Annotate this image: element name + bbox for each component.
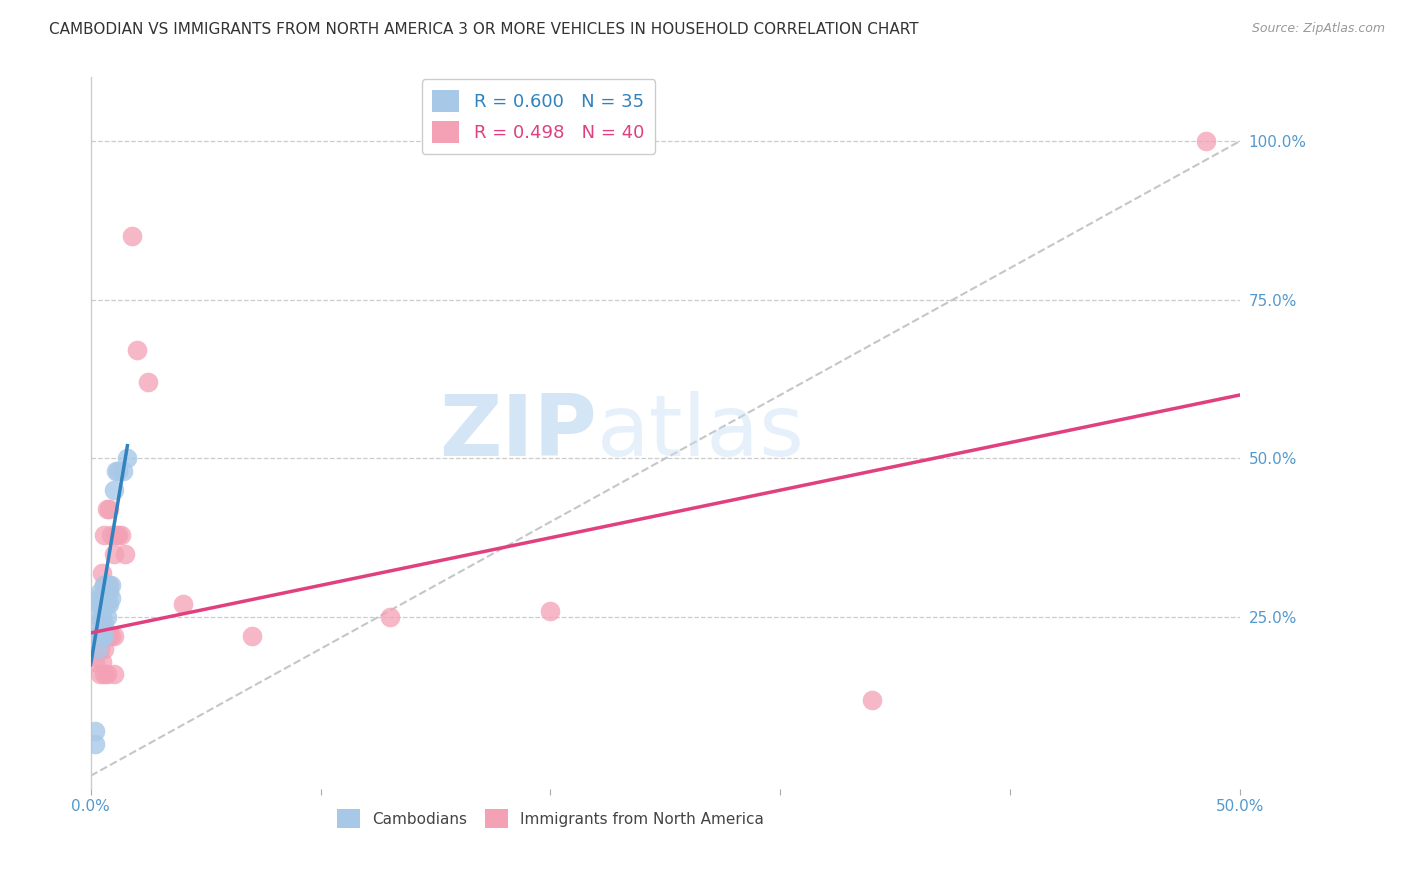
Point	[540, 604, 562, 618]
Point	[96, 667, 118, 681]
Point	[107, 464, 129, 478]
Point	[86, 616, 108, 631]
Point	[91, 629, 114, 643]
Point	[86, 641, 108, 656]
Point	[89, 667, 111, 681]
Point	[86, 598, 108, 612]
Point	[89, 629, 111, 643]
Point	[860, 692, 883, 706]
Point	[86, 591, 108, 605]
Point	[96, 629, 118, 643]
Point	[172, 598, 194, 612]
Point	[96, 591, 118, 605]
Point	[104, 527, 127, 541]
Point	[93, 629, 115, 643]
Point	[103, 629, 125, 643]
Point	[91, 598, 114, 612]
Point	[89, 641, 111, 656]
Point	[240, 629, 263, 643]
Point	[114, 547, 136, 561]
Point	[86, 629, 108, 643]
Text: ZIP: ZIP	[439, 392, 596, 475]
Text: CAMBODIAN VS IMMIGRANTS FROM NORTH AMERICA 3 OR MORE VEHICLES IN HOUSEHOLD CORRE: CAMBODIAN VS IMMIGRANTS FROM NORTH AMERI…	[49, 22, 920, 37]
Point	[98, 629, 121, 643]
Point	[100, 591, 122, 605]
Point	[96, 578, 118, 592]
Point	[91, 591, 114, 605]
Point	[100, 629, 122, 643]
Point	[96, 578, 118, 592]
Point	[84, 724, 107, 739]
Point	[98, 502, 121, 516]
Point	[103, 667, 125, 681]
Point	[91, 616, 114, 631]
Point	[378, 610, 401, 624]
Point	[96, 502, 118, 516]
Point	[100, 578, 122, 592]
Point	[98, 598, 121, 612]
Point	[89, 598, 111, 612]
Point	[110, 527, 132, 541]
Point	[91, 610, 114, 624]
Point	[86, 629, 108, 643]
Point	[93, 578, 115, 592]
Point	[93, 578, 115, 592]
Point	[89, 629, 111, 643]
Point	[89, 610, 111, 624]
Point	[93, 527, 115, 541]
Point	[89, 584, 111, 599]
Point	[117, 451, 139, 466]
Point	[93, 667, 115, 681]
Point	[103, 547, 125, 561]
Point	[98, 584, 121, 599]
Text: atlas: atlas	[596, 392, 804, 475]
Point	[93, 629, 115, 643]
Point	[84, 655, 107, 669]
Point	[86, 629, 108, 643]
Point	[136, 375, 159, 389]
Point	[100, 527, 122, 541]
Text: Source: ZipAtlas.com: Source: ZipAtlas.com	[1251, 22, 1385, 36]
Point	[125, 343, 148, 358]
Point	[98, 578, 121, 592]
Point	[91, 629, 114, 643]
Point	[91, 655, 114, 669]
Point	[93, 641, 115, 656]
Point	[86, 641, 108, 656]
Point	[91, 629, 114, 643]
Legend: Cambodians, Immigrants from North America: Cambodians, Immigrants from North Americ…	[330, 804, 770, 834]
Point	[111, 464, 134, 478]
Point	[1195, 134, 1218, 148]
Point	[107, 527, 129, 541]
Point	[91, 616, 114, 631]
Point	[93, 616, 115, 631]
Point	[103, 483, 125, 497]
Point	[91, 566, 114, 580]
Point	[96, 610, 118, 624]
Point	[84, 737, 107, 751]
Point	[96, 598, 118, 612]
Point	[93, 598, 115, 612]
Point	[104, 464, 127, 478]
Point	[121, 229, 143, 244]
